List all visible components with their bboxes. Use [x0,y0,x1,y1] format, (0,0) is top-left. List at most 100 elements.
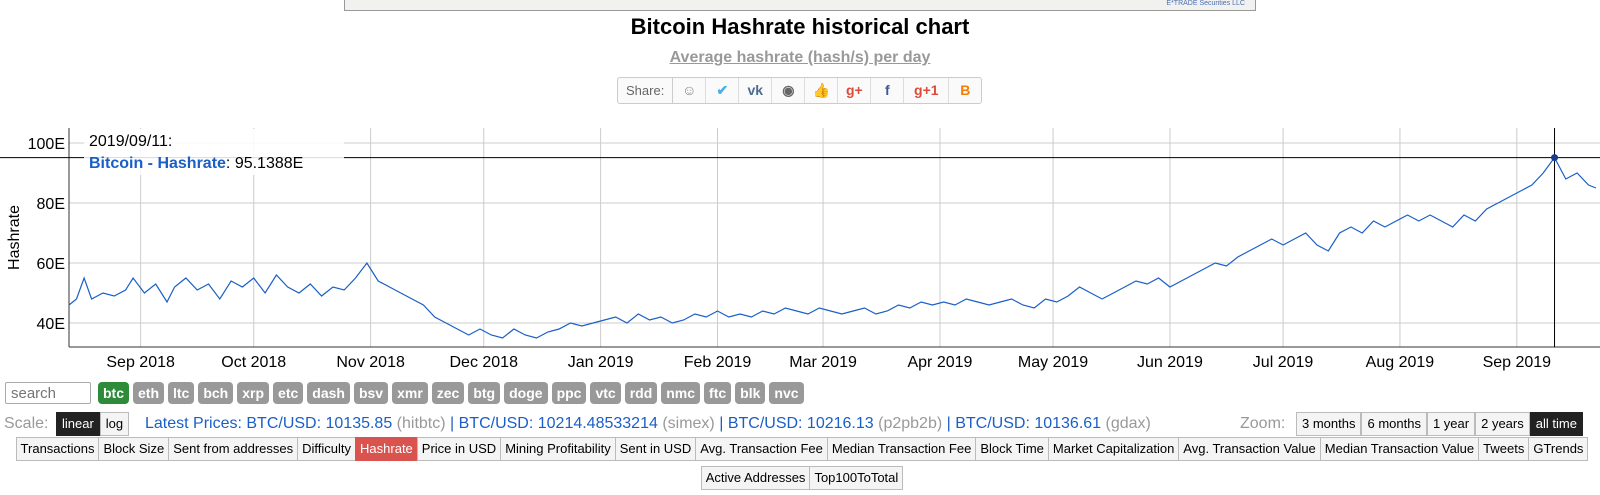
coin-button-nmc[interactable]: nmc [661,382,701,404]
page-subtitle[interactable]: Average hashrate (hash/s) per day [669,49,931,66]
zoom-button-2-years[interactable]: 2 years [1475,412,1530,436]
scale-label: Scale: [4,415,49,432]
reddit-icon[interactable]: ☺ [673,78,707,103]
scale-button-log[interactable]: log [99,412,130,436]
metric-tab-block-size[interactable]: Block Size [98,437,170,461]
x-tick-label: Sep 2018 [106,354,175,371]
coin-button-rdd[interactable]: rdd [624,382,658,404]
metric-tab-active-addresses[interactable]: Active Addresses [700,466,811,490]
price-pair[interactable]: BTC/USD: 10136.61 [955,415,1102,432]
search-input[interactable] [5,382,91,404]
metric-tab-price-in-usd[interactable]: Price in USD [416,437,502,461]
metric-tab-avg-transaction-fee[interactable]: Avg. Transaction Fee [695,437,828,461]
prices-label: Latest Prices: [145,415,247,432]
y-axis-label: Hashrate [6,205,23,270]
metric-tab-transactions[interactable]: Transactions [15,437,100,461]
scale-button-linear[interactable]: linear [56,412,100,436]
x-tick-label: Jun 2019 [1137,354,1203,371]
price-separator: | [445,415,459,432]
latest-prices: Latest Prices: BTC/USD: 10135.85 (hitbtc… [145,415,1151,433]
metric-tab-avg-transaction-value[interactable]: Avg. Transaction Value [1178,437,1321,461]
coin-button-btc[interactable]: btc [98,382,129,404]
scale-buttons: linear log [56,412,130,436]
x-tick-label: Mar 2019 [789,354,857,371]
coin-button-xrp[interactable]: xrp [237,382,270,404]
google-plus-one-icon[interactable]: g+1 [904,78,950,103]
x-tick-label: Nov 2018 [336,354,405,371]
price-source[interactable]: (p2pb2b) [873,415,943,432]
metric-tab-hashrate[interactable]: Hashrate [355,437,418,461]
x-tick-label: Jan 2019 [568,354,634,371]
zoom-button-all-time[interactable]: all time [1529,412,1583,436]
x-tick-label: Aug 2019 [1366,354,1435,371]
coin-button-ppc[interactable]: ppc [551,382,587,404]
coin-list: btc eth ltc bch xrp etc dash bsv xmr zec btg doge pp… [98,382,804,404]
ad-banner[interactable]: E*TRADE Securities LLC [344,0,1256,11]
metric-tab-median-transaction-fee[interactable]: Median Transaction Fee [826,437,977,461]
vk-icon[interactable]: vk [739,78,773,103]
metric-tabs: Transactions Block Size Sent from addresse… [9,437,1594,495]
coin-button-bsv[interactable]: bsv [353,382,389,404]
coin-button-etc[interactable]: etc [273,382,304,404]
twitter-icon[interactable]: ✔ [706,78,740,103]
coin-button-nvc[interactable]: nvc [769,382,804,404]
facebook-icon[interactable]: f [871,78,905,103]
y-tick-label: 80E [37,196,65,213]
highlighted-point [1551,154,1559,162]
coin-button-bch[interactable]: bch [198,382,234,404]
ad-text[interactable]: E*TRADE Securities LLC [1166,0,1245,7]
zoom-label: Zoom: [1240,415,1286,432]
share-label: Share: [618,78,674,103]
metric-tab-market-capitalization[interactable]: Market Capitalization [1047,437,1180,461]
coin-button-ltc[interactable]: ltc [168,382,195,404]
like-icon[interactable]: 👍 [805,78,839,103]
coin-button-zec[interactable]: zec [431,382,465,404]
y-tick-label: 60E [37,256,65,273]
coin-button-ftc[interactable]: ftc [704,382,732,404]
x-tick-label: Apr 2019 [907,354,972,371]
coin-button-btg[interactable]: btg [468,382,501,404]
metric-tab-top100tototal[interactable]: Top100ToTotal [809,466,904,490]
coin-button-vtc[interactable]: vtc [590,382,621,404]
metric-tab-difficulty[interactable]: Difficulty [297,437,357,461]
metric-tab-sent-in-usd[interactable]: Sent in USD [614,437,697,461]
x-tick-label: Feb 2019 [684,354,752,371]
y-tick-label: 100E [28,136,65,153]
tooltip-separator: : [226,155,235,172]
zoom-button-3-months[interactable]: 3 months [1296,412,1362,436]
metric-tab-gtrends[interactable]: GTrends [1528,437,1589,461]
x-tick-label: Sep 2019 [1483,354,1552,371]
coin-button-doge[interactable]: doge [504,382,548,404]
x-tick-label: May 2019 [1018,354,1088,371]
tooltip-value-line: Bitcoin - Hashrate: 95.1388E [89,155,303,172]
metric-tab-sent-from-addresses[interactable]: Sent from addresses [168,437,299,461]
price-source[interactable]: (gdax) [1101,415,1151,432]
zoom-button-6-months[interactable]: 6 months [1361,412,1427,436]
price-separator: | [714,415,728,432]
coin-button-dash[interactable]: dash [307,382,350,404]
page-title: Bitcoin Hashrate historical chart [630,14,970,39]
share-bar: Share: ☺ ✔ vk ◉ 👍 g+ f g+1 B [617,77,983,104]
google-plus-icon[interactable]: g+ [838,78,872,103]
blogger-icon[interactable]: B [960,82,971,98]
metric-tab-mining-profitability[interactable]: Mining Profitability [500,437,616,461]
hashrate-chart: Sep 2018 Oct 2018 Nov 2018 Dec 2018 Jan 2019… [0,128,1600,371]
metric-tab-median-transaction-value[interactable]: Median Transaction Value [1319,437,1480,461]
tooltip-value: 95.1388E [235,155,304,172]
zoom-button-1-year[interactable]: 1 year [1426,412,1476,436]
weibo-icon[interactable]: ◉ [772,78,806,103]
price-source[interactable]: (hitbtc) [392,415,446,432]
y-tick-label: 40E [37,316,65,333]
coin-button-eth[interactable]: eth [133,382,164,404]
scale-price-zoom-row: Scale: linear log Latest Prices: BTC/USD:… [4,412,1600,436]
price-pair[interactable]: BTC/USD: 10216.13 [727,415,874,432]
coin-button-blk[interactable]: blk [735,382,766,404]
price-pair[interactable]: BTC/USD: 10135.85 [246,415,393,432]
price-pair[interactable]: BTC/USD: 10214.48533214 [458,415,658,432]
price-source[interactable]: (simex) [657,415,715,432]
metric-tab-block-time[interactable]: Block Time [975,437,1049,461]
metric-tab-tweets[interactable]: Tweets [1478,437,1530,461]
series-line-0 [68,156,1597,339]
coin-button-xmr[interactable]: xmr [392,382,428,404]
tooltip-series-name: Bitcoin - Hashrate [89,155,226,172]
